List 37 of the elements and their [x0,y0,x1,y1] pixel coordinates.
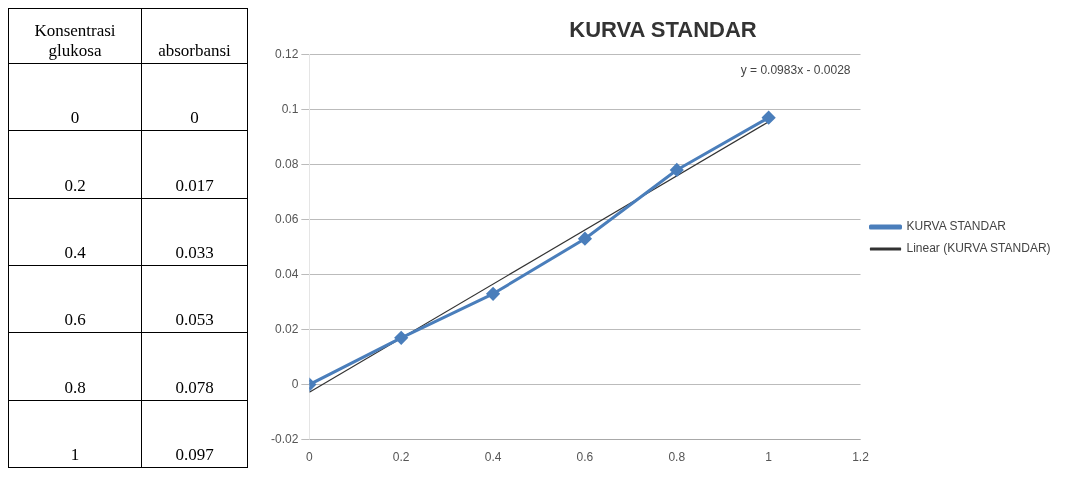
x-tick-label: 1.2 [852,450,870,465]
y-tick-label: 0.12 [274,46,299,61]
text: 0.6 [8,265,142,333]
x-tick-label: 0 [306,450,314,465]
x-tick-label: 0.6 [576,450,594,465]
text: 0 [141,63,248,131]
x-tick-label: 0.2 [392,450,410,465]
text: absorbansi [141,8,248,64]
text: 0.4 [8,198,142,266]
legend-label: KURVA STANDAR [906,219,1007,234]
text: Konsentrasi glukosa [8,8,142,64]
point [762,111,776,125]
text: 0.078 [141,332,248,401]
y-tick-label: -0.02 [270,431,299,446]
point [394,331,408,345]
y-tick-label: 0.1 [281,101,299,116]
point [578,232,592,246]
annotation: y = 0.0983x - 0.0028 [740,63,851,78]
text: 0.097 [141,400,248,468]
text: 0.8 [8,332,142,401]
text: 0.2 [8,130,142,199]
y-tick-label: 0.04 [274,266,299,281]
text: 0 [8,63,142,131]
y-tick-label: 0.02 [274,321,299,336]
point [486,287,500,301]
text: 0.033 [141,198,248,266]
legend-label: Linear (KURVA STANDAR) [906,241,1051,256]
point [670,163,684,177]
chart-title: KURVA STANDAR [569,17,757,43]
x-tick-label: 1 [765,450,773,465]
y-tick-label: 0.08 [274,156,299,171]
x-tick-label: 0.8 [668,450,686,465]
text: 0.053 [141,265,248,333]
x-tick-label: 0.4 [484,450,502,465]
y-tick-label: 0.06 [274,211,299,226]
text: 0.017 [141,130,248,199]
y-tick-label: 0 [291,376,299,391]
